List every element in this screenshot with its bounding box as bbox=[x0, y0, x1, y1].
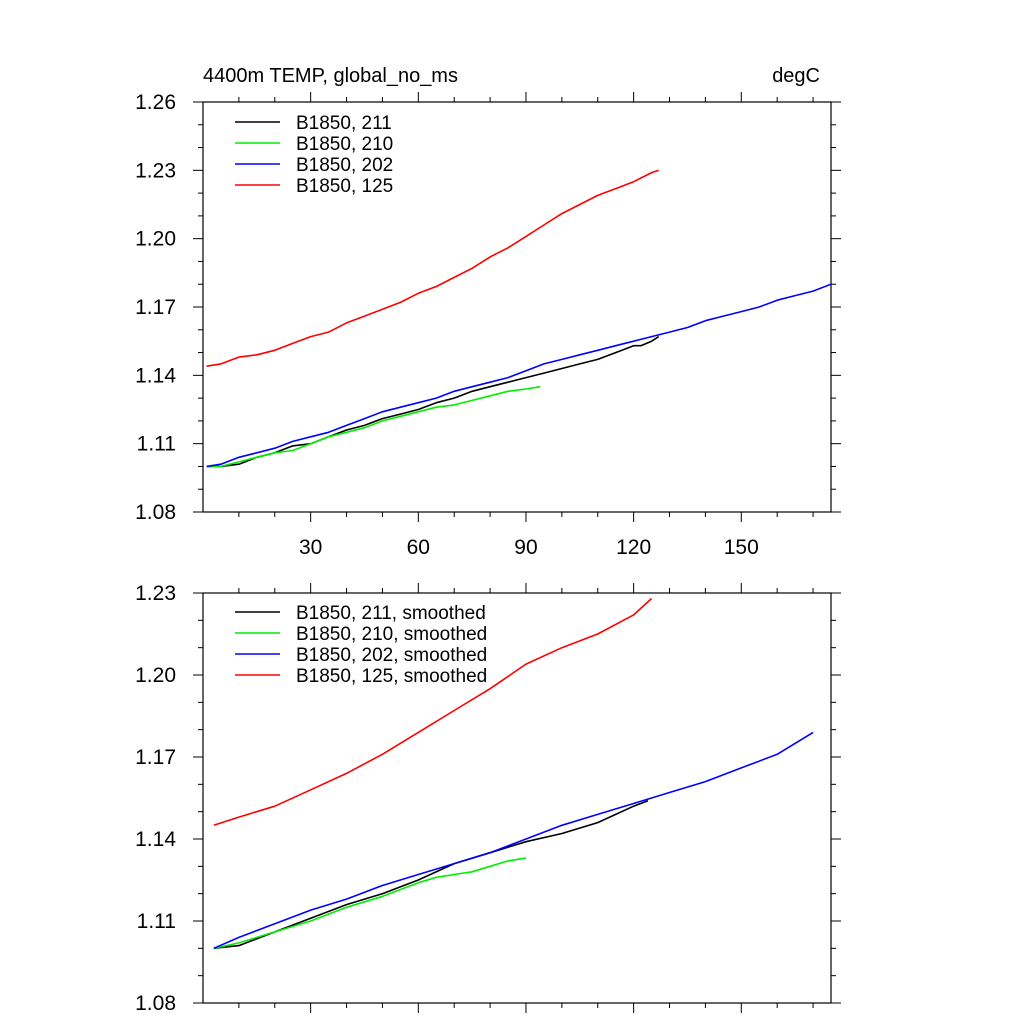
legend-label: B1850, 125, smoothed bbox=[296, 666, 487, 687]
legend-label: B1850, 202, smoothed bbox=[296, 645, 487, 666]
top-chart-panel: 30 60 90 120 150 1.08 1.11 1.14 1.17 1.20 1.23 1.26… bbox=[135, 91, 841, 559]
x-tick-label: 30 bbox=[299, 536, 322, 559]
series-line-0 bbox=[213, 799, 649, 950]
series-line-1 bbox=[213, 857, 527, 950]
y-tick-label: 1.20 bbox=[135, 228, 176, 251]
x-tick-label: 60 bbox=[407, 536, 430, 559]
series-line-3 bbox=[213, 597, 653, 827]
y-tick-label: 1.23 bbox=[135, 582, 176, 605]
y-tick-label: 1.14 bbox=[135, 828, 176, 851]
legend-label: B1850, 210, smoothed bbox=[296, 624, 487, 645]
panel-title: 4400m TEMP, global_no_ms bbox=[203, 65, 458, 87]
legend-label: B1850, 211 bbox=[296, 113, 392, 134]
series-line-3 bbox=[206, 169, 659, 367]
x-tick-label: 150 bbox=[724, 536, 759, 559]
units-label: degC bbox=[772, 65, 820, 87]
series-line-2 bbox=[213, 731, 814, 950]
series-line-2 bbox=[206, 283, 831, 468]
legend-label: B1850, 210 bbox=[296, 134, 393, 155]
legend-label: B1850, 211, smoothed bbox=[296, 603, 486, 624]
y-tick-label: 1.20 bbox=[135, 664, 176, 687]
y-tick-label: 1.11 bbox=[137, 910, 176, 933]
legend-label: B1850, 202 bbox=[296, 155, 393, 176]
y-tick-label: 1.17 bbox=[135, 296, 176, 319]
x-tick-label: 90 bbox=[514, 536, 537, 559]
series-line-1 bbox=[206, 385, 541, 468]
y-tick-label: 1.14 bbox=[135, 364, 176, 387]
plot-frame bbox=[202, 592, 832, 1004]
y-tick-label: 1.08 bbox=[135, 992, 176, 1015]
x-tick-label: 120 bbox=[616, 536, 651, 559]
legend-label: B1850, 125 bbox=[296, 176, 393, 197]
series-line-0 bbox=[206, 335, 660, 468]
y-tick-label: 1.17 bbox=[135, 746, 176, 769]
y-tick-label: 1.23 bbox=[135, 159, 176, 182]
y-tick-label: 1.08 bbox=[135, 501, 176, 524]
y-tick-label: 1.11 bbox=[137, 433, 176, 456]
bottom-chart-panel: 1.08 1.11 1.14 1.17 1.20 1.23 B1850, 211, smoo… bbox=[135, 582, 841, 1015]
y-tick-label: 1.26 bbox=[135, 91, 176, 114]
